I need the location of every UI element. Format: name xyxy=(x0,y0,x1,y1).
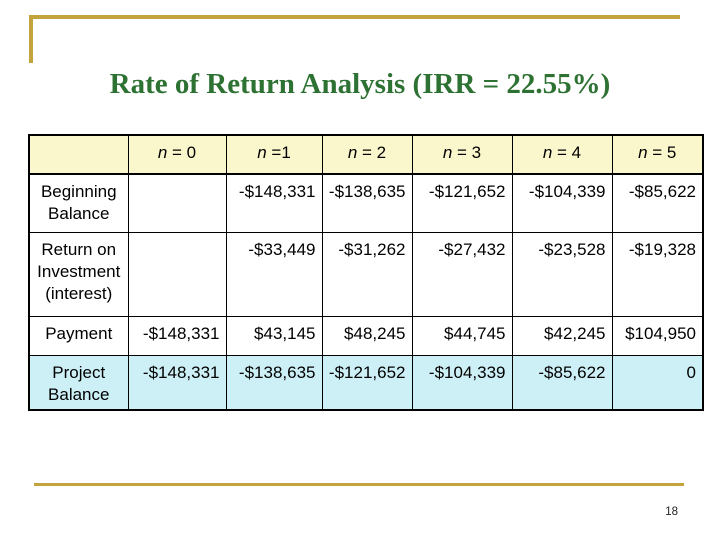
bottom-divider-line xyxy=(34,483,684,486)
left-accent-line xyxy=(29,15,33,63)
col-header-n0-var: n xyxy=(157,143,168,162)
row-label-payment: Payment xyxy=(28,315,129,356)
cell-project-balance-n4: -$85,622 xyxy=(511,354,613,411)
row-label-project-balance: Project Balance xyxy=(28,354,129,411)
table-row-payment: Payment -$148,331 $43,145 $48,245 $44,74… xyxy=(28,315,704,356)
cell-beginning-balance-n2: -$138,635 xyxy=(321,173,413,233)
col-header-n4-var: n xyxy=(542,143,553,162)
table-row-return-on-investment: Return on Investment (interest) -$33,449… xyxy=(28,231,704,317)
cell-payment-n1: $43,145 xyxy=(225,315,323,356)
cell-return-n0 xyxy=(127,231,227,317)
cell-payment-n4: $42,245 xyxy=(511,315,613,356)
table-header-row: n = 0 n =1 n = 2 n = 3 n = 4 n = 5 xyxy=(28,134,704,175)
corner-cell xyxy=(28,134,129,175)
irr-analysis-table: n = 0 n =1 n = 2 n = 3 n = 4 n = 5 Begin… xyxy=(28,134,704,411)
row-label-return-on-investment: Return on Investment (interest) xyxy=(28,231,129,317)
cell-beginning-balance-n0 xyxy=(127,173,227,233)
col-header-n3-rest: = 3 xyxy=(452,143,482,162)
page-number: 18 xyxy=(665,506,678,518)
cell-beginning-balance-n3: -$121,652 xyxy=(411,173,513,233)
col-header-n5-rest: = 5 xyxy=(647,143,677,162)
col-header-n4: n = 4 xyxy=(511,134,613,175)
cell-payment-n2: $48,245 xyxy=(321,315,413,356)
table-row-beginning-balance: Beginning Balance -$148,331 -$138,635 -$… xyxy=(28,173,704,233)
row-label-beginning-balance: Beginning Balance xyxy=(28,173,129,233)
cell-return-n1: -$33,449 xyxy=(225,231,323,317)
col-header-n1-rest: =1 xyxy=(266,143,291,162)
slide-title: Rate of Return Analysis (IRR = 22.55%) xyxy=(109,68,611,100)
cell-project-balance-n5: 0 xyxy=(611,354,704,411)
cell-payment-n5: $104,950 xyxy=(611,315,704,356)
cell-return-n2: -$31,262 xyxy=(321,231,413,317)
col-header-n3: n = 3 xyxy=(411,134,513,175)
col-header-n5: n = 5 xyxy=(611,134,704,175)
col-header-n2-var: n xyxy=(347,143,358,162)
cell-beginning-balance-n4: -$104,339 xyxy=(511,173,613,233)
cell-project-balance-n2: -$121,652 xyxy=(321,354,413,411)
table-row-project-balance: Project Balance -$148,331 -$138,635 -$12… xyxy=(28,354,704,411)
col-header-n0: n = 0 xyxy=(127,134,227,175)
cell-return-n3: -$27,432 xyxy=(411,231,513,317)
col-header-n2-rest: = 2 xyxy=(357,143,387,162)
cell-project-balance-n3: -$104,339 xyxy=(411,354,513,411)
cell-beginning-balance-n5: -$85,622 xyxy=(611,173,704,233)
cell-project-balance-n0: -$148,331 xyxy=(127,354,227,411)
cell-beginning-balance-n1: -$148,331 xyxy=(225,173,323,233)
cell-payment-n3: $44,745 xyxy=(411,315,513,356)
cell-return-n4: -$23,528 xyxy=(511,231,613,317)
top-accent-line xyxy=(30,15,680,19)
col-header-n1: n =1 xyxy=(225,134,323,175)
cell-project-balance-n1: -$138,635 xyxy=(225,354,323,411)
col-header-n0-rest: = 0 xyxy=(167,143,197,162)
col-header-n2: n = 2 xyxy=(321,134,413,175)
col-header-n4-rest: = 4 xyxy=(552,143,582,162)
col-header-n1-var: n xyxy=(257,143,267,162)
cell-return-n5: -$19,328 xyxy=(611,231,704,317)
col-header-n5-var: n xyxy=(638,143,648,162)
col-header-n3-var: n xyxy=(442,143,453,162)
cell-payment-n0: -$148,331 xyxy=(127,315,227,356)
